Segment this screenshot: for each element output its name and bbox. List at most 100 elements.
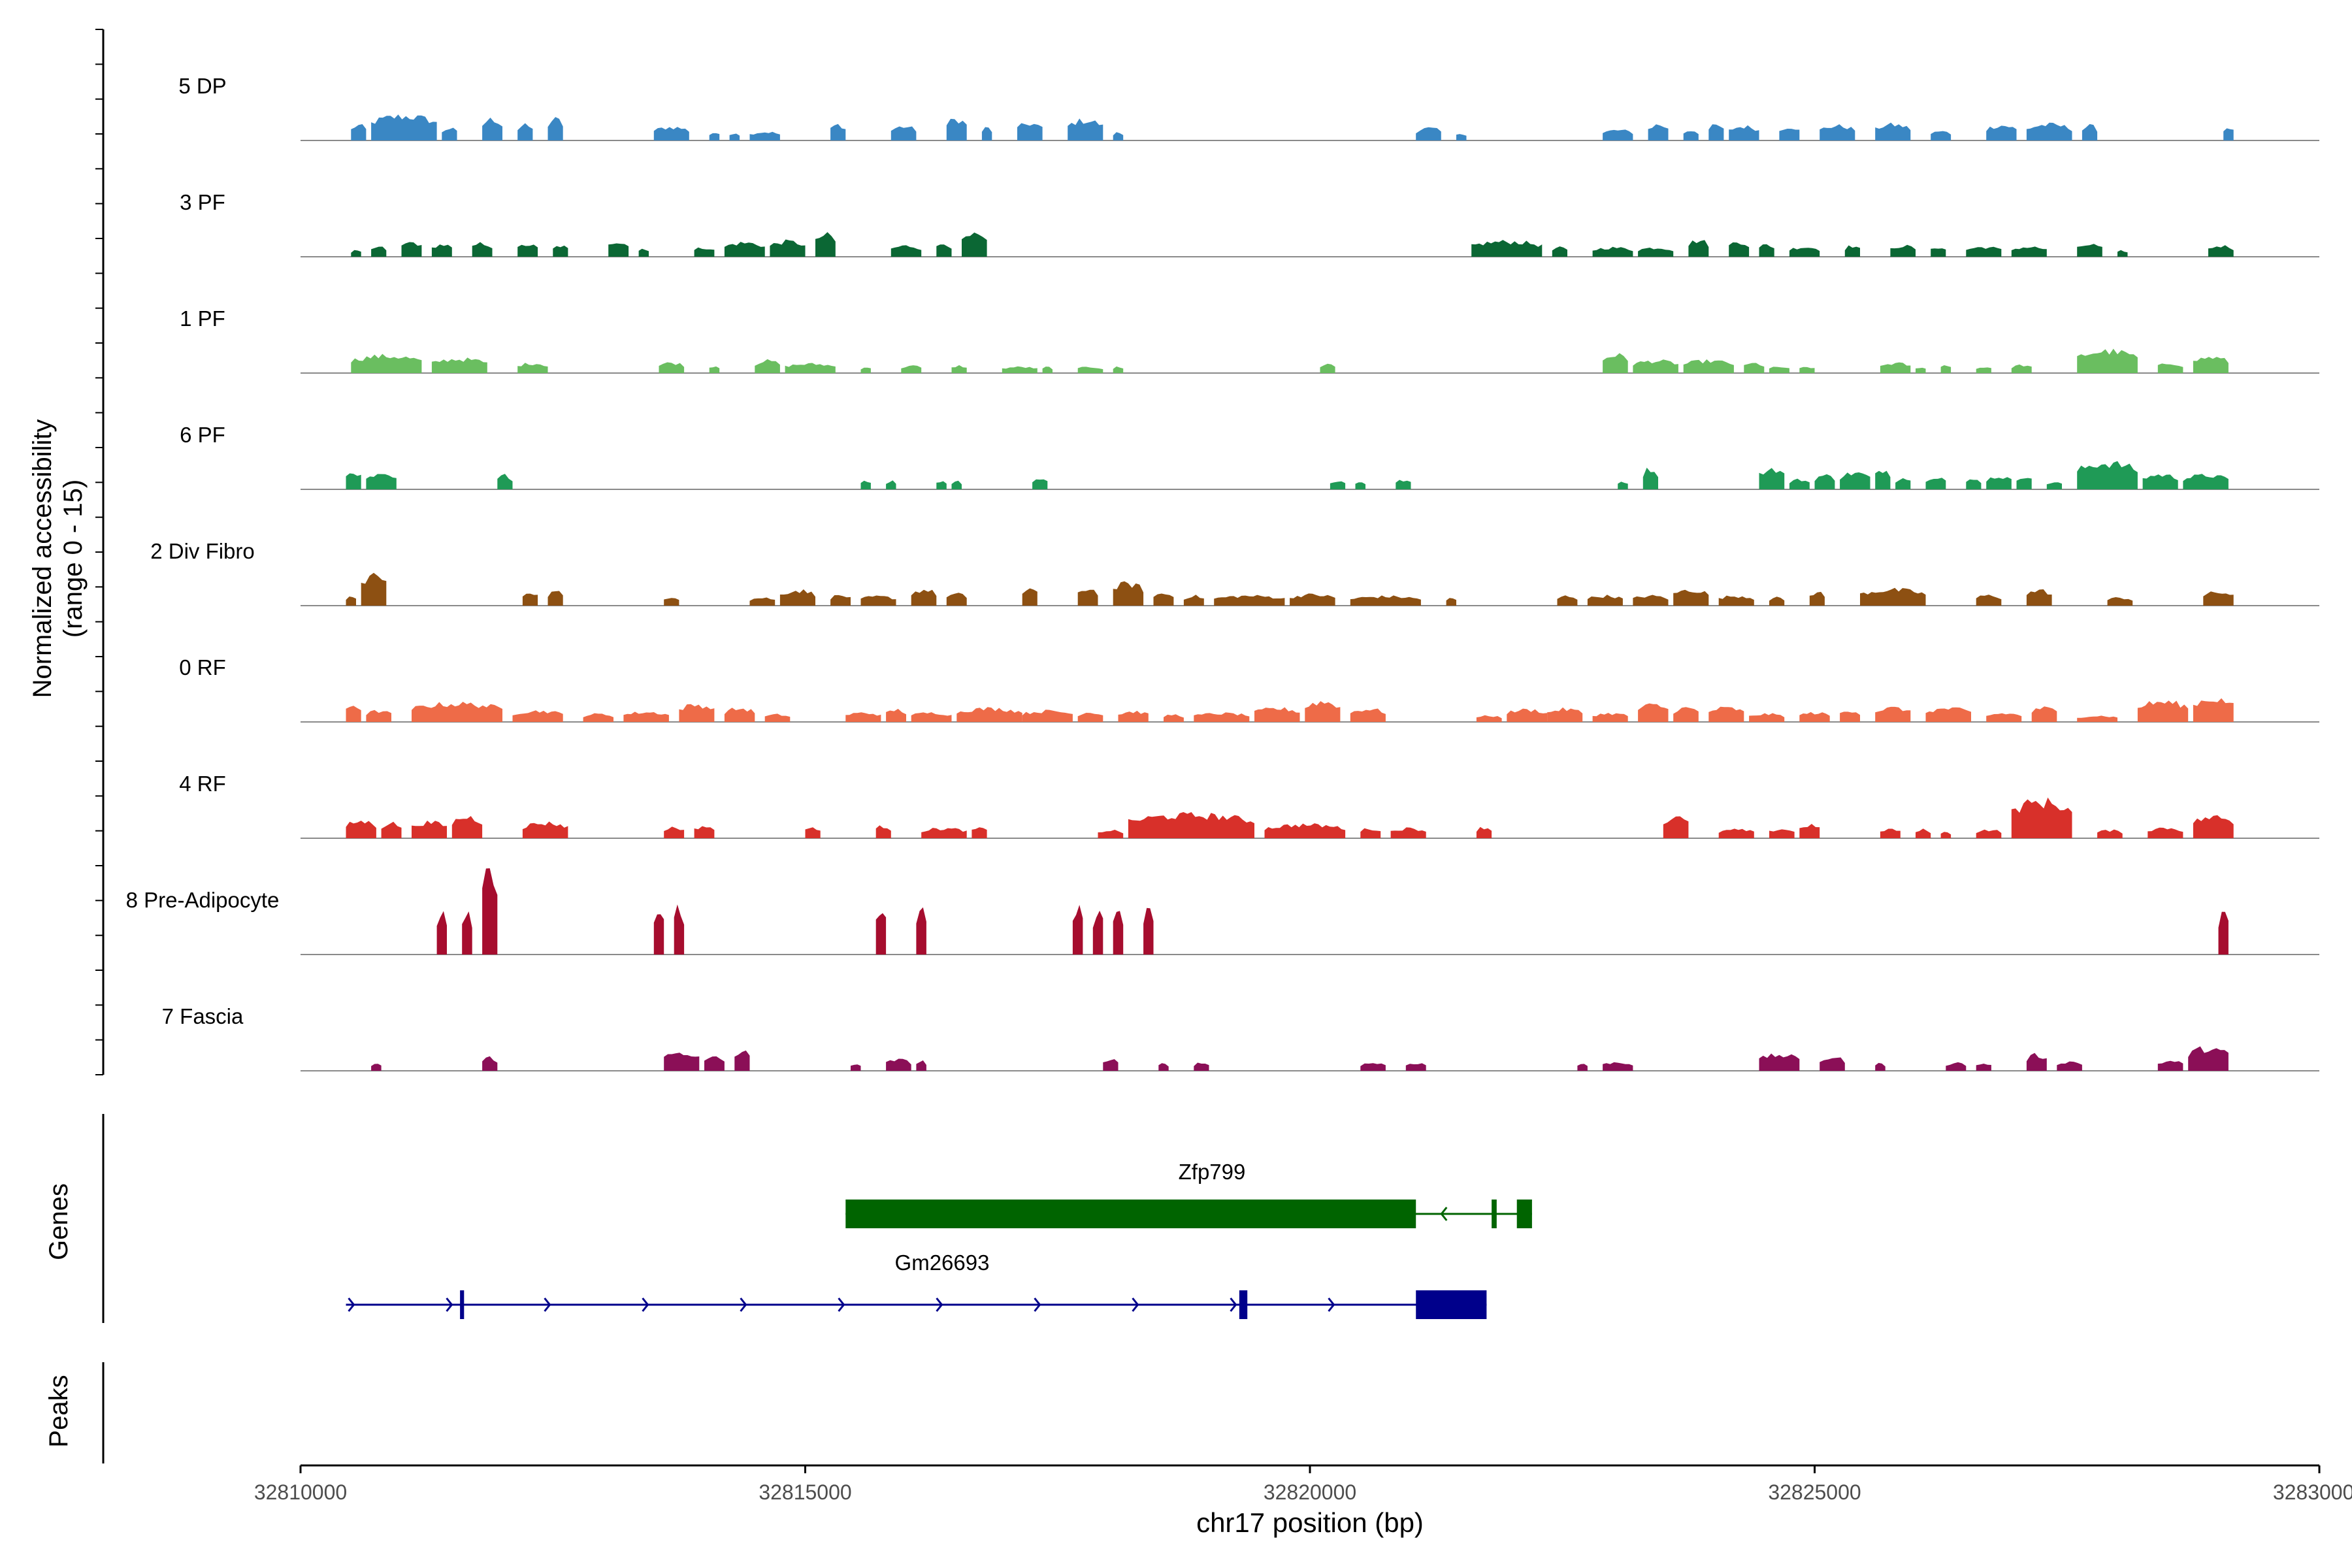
coverage-peak: [1789, 248, 1820, 257]
coverage-peak: [1350, 708, 1386, 722]
coverage-peak: [886, 1058, 911, 1071]
coverage-peak: [1143, 907, 1154, 955]
strand-arrow: [740, 1298, 747, 1312]
coverage-peak: [1663, 816, 1689, 838]
track-label: 2 Div Fibro: [150, 539, 255, 563]
coverage-peak: [1925, 707, 1971, 722]
coverage-peak: [2057, 1061, 2082, 1071]
coverage-peak: [482, 118, 502, 140]
coverage-peak: [694, 247, 715, 257]
coverage-peak: [1416, 127, 1441, 140]
coverage-peak: [1507, 708, 1548, 722]
coverage-peak: [851, 1064, 861, 1071]
peaks-track-label: Peaks: [44, 1375, 73, 1447]
coverage-peak: [1976, 1064, 1991, 1071]
coverage-peak: [517, 363, 548, 373]
coverage-peak: [1103, 1059, 1119, 1071]
coverage-peak: [431, 244, 452, 257]
coverage-peak: [749, 597, 776, 606]
coverage-peak: [1603, 1062, 1633, 1071]
coverage-peak: [860, 367, 871, 373]
coverage-peak: [886, 708, 906, 722]
coverage-peak: [1799, 711, 1830, 722]
coverage-peak: [815, 232, 836, 257]
coverage-peak: [2011, 364, 2032, 373]
strand-arrow: [1230, 1298, 1237, 1312]
coverage-peak: [1022, 710, 1073, 722]
coverage-peak: [1118, 710, 1149, 722]
track-8-pre-adipocyte: 8 Pre-Adipocyte: [126, 868, 2319, 955]
coverage-peak: [1875, 470, 1891, 489]
coverage-peak: [679, 704, 715, 722]
coverage-peak: [381, 821, 402, 838]
coverage-peak: [1708, 124, 1724, 140]
coverage-peak: [2157, 1060, 2183, 1071]
coverage-peak: [1022, 588, 1037, 606]
coverage-peak: [1986, 477, 2012, 489]
track-label: 8 Pre-Adipocyte: [126, 888, 280, 912]
coverage-peak: [1718, 595, 1754, 606]
coverage-peak: [1360, 828, 1381, 838]
coverage-peak: [1002, 366, 1037, 373]
coverage-peak: [522, 821, 568, 838]
strand-arrow: [1440, 1207, 1448, 1221]
coverage-peak: [830, 123, 846, 140]
x-axis: 32810000 32815000 32820000 32825000 32830000: [254, 1464, 2352, 1504]
coverage-peak: [1986, 713, 2022, 722]
coverage-peak: [451, 816, 483, 838]
track-label: 0 RF: [179, 655, 226, 679]
coverage-peak: [1042, 367, 1053, 373]
coverage-peak: [946, 593, 967, 606]
coverage-peak: [653, 914, 664, 955]
track-3-pf: 3 PF: [180, 190, 2319, 257]
coverage-peak: [875, 913, 887, 955]
coverage-peak: [2016, 478, 2032, 489]
strand-arrow: [1132, 1298, 1139, 1312]
coverage-peak: [805, 827, 821, 838]
coverage-peak: [1673, 589, 1709, 606]
coverage-peak: [1759, 468, 1785, 489]
track-label: 4 RF: [179, 772, 226, 796]
coverage-peak: [1577, 1064, 1588, 1071]
coverage-peak: [972, 827, 987, 838]
x-tick-label: 32820000: [1264, 1480, 1356, 1504]
coverage-peak: [1264, 823, 1346, 838]
coverage-peak: [2157, 363, 2183, 373]
coverage-peak: [664, 1053, 700, 1071]
coverage-peak: [2208, 245, 2234, 257]
coverage-peak: [1290, 593, 1335, 606]
coverage-peak: [1875, 122, 1911, 140]
coverage-peak: [709, 366, 720, 373]
coverage-peak: [1633, 595, 1669, 606]
exon: [845, 1200, 1416, 1228]
coverage-peak: [1925, 478, 1946, 489]
coverage-peak: [1113, 581, 1144, 606]
exon: [1416, 1290, 1487, 1319]
x-axis-title: chr17 position (bp): [1196, 1507, 1424, 1538]
coverage-peak: [764, 713, 791, 722]
coverage-peak: [1638, 248, 1674, 257]
coverage-peak: [1633, 359, 1678, 373]
coverage-peak: [346, 473, 361, 489]
coverage-peak: [729, 133, 740, 140]
exon: [460, 1290, 465, 1319]
coverage-peak: [1098, 830, 1124, 838]
coverage-peak: [2046, 482, 2062, 489]
coverage-peak: [2193, 698, 2234, 722]
coverage-peak: [472, 242, 493, 257]
coverage-peak: [1350, 595, 1421, 606]
gene-name-label: Zfp799: [1179, 1160, 1246, 1184]
coverage-peak: [911, 712, 952, 722]
coverage-peak: [1153, 593, 1174, 606]
coverage-peak: [482, 868, 498, 955]
coverage-peak: [371, 114, 437, 140]
coverage-peak: [2117, 250, 2128, 257]
coverage-peak: [1799, 824, 1820, 838]
coverage-peak: [351, 250, 361, 257]
coverage-peak: [2026, 1053, 2047, 1071]
x-tick-label: 32830000: [2273, 1480, 2352, 1504]
coverage-peak: [2107, 597, 2133, 606]
coverage-peak: [462, 911, 472, 955]
coverage-peak: [1390, 827, 1426, 838]
coverage-peak: [1820, 1057, 1845, 1071]
